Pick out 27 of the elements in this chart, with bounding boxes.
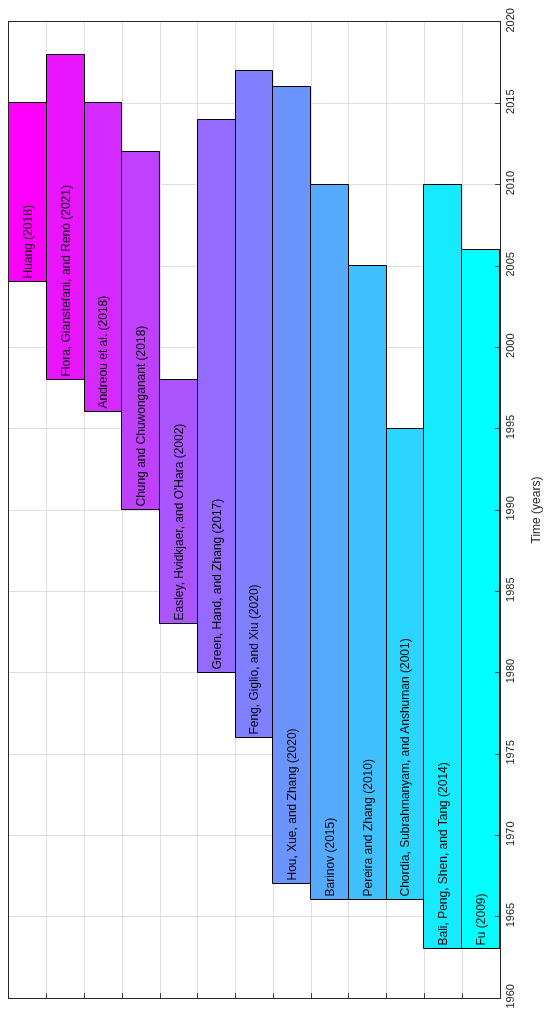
y-tick-label: 1970 (504, 821, 517, 846)
y-tick-label: 2015 (504, 89, 517, 114)
x-tick-label: Huang (2018) (20, 205, 35, 279)
y-tick-label: 2020 (504, 8, 517, 33)
y-tick-label: 1965 (504, 902, 517, 928)
x-tick-label: Easley, Hvidkjaer, and O'Hara (2002) (171, 423, 186, 621)
y-tick-label: 1995 (504, 414, 517, 440)
y-tick-label: 2005 (504, 252, 517, 277)
x-tick-label: Green, Hand, and Zhang (2017) (209, 498, 224, 670)
x-tick-label: Chung and Chuwonganant (2018) (133, 325, 148, 507)
y-axis-title: Time (years) (529, 476, 543, 544)
x-tick-label: Andreou et al. (2018) (96, 295, 110, 409)
y-tick-label: 1980 (504, 658, 517, 684)
y-tick-label: 2010 (504, 170, 517, 196)
x-tick-label: Chordia, Subrahmanyam, and Anshuman (2001) (398, 638, 412, 897)
y-tick-label: 2000 (504, 333, 517, 358)
x-tick-label: Pereira and Zhang (2010) (360, 759, 375, 897)
y-tick-label: 1960 (504, 984, 517, 1009)
y-tick-label: 1985 (504, 577, 517, 602)
x-tick-label: Feng, Giglio, and Xiu (2020) (247, 584, 261, 735)
x-tick-label: Barinov (2015) (322, 817, 337, 897)
x-tick-label: Bali, Peng, Shen, and Tang (2014) (435, 762, 450, 946)
x-tick-label: Hou, Xue, and Zhang (2020) (284, 728, 299, 881)
y-tick-label: 1975 (504, 740, 517, 765)
y-tick-label: 1990 (504, 496, 517, 521)
x-tick-label: Flora, Gianstefani, and Renò (2021) (58, 185, 73, 377)
x-tick-label: Fu (2009) (473, 893, 488, 946)
